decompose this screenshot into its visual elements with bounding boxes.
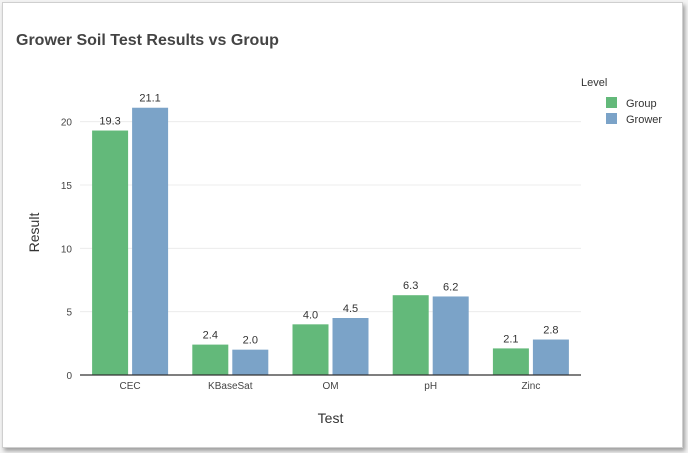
bar-grower: [232, 349, 269, 375]
x-tick-label: OM: [322, 381, 338, 392]
bar-chart: 0 5 10 15 20 19.3 21.1 CEC 2.4 2.0 KBaseSat 4.0 4.5 O…: [26, 77, 662, 426]
data-label: 2.0: [243, 335, 258, 347]
legend-label-grower: Grower: [626, 114, 662, 126]
y-axis-title: Result: [26, 213, 42, 253]
bar-group: [492, 348, 529, 375]
x-tick-label: Zinc: [521, 381, 540, 392]
x-axis-title: Test: [318, 410, 344, 426]
chart-title: Grower Soil Test Results vs Group: [16, 32, 279, 49]
bar-grower: [132, 107, 169, 375]
y-tick-label: 20: [61, 118, 73, 129]
y-tick-label: 0: [66, 371, 72, 382]
bar-group: [392, 295, 429, 375]
y-tick-label: 5: [66, 308, 72, 319]
chart-frame: Grower Soil Test Results vs Group 0 5 10 15…: [2, 2, 683, 448]
bar-grower: [532, 339, 569, 375]
legend-swatch-group: [606, 97, 617, 108]
data-label: 6.2: [443, 281, 458, 293]
bar-group: [192, 344, 229, 375]
y-tick-label: 15: [61, 181, 73, 192]
x-tick-label: pH: [424, 381, 437, 392]
x-tick-label: KBaseSat: [208, 381, 253, 392]
bar-group: [292, 324, 329, 375]
bar-grower: [332, 318, 369, 375]
data-label: 2.8: [543, 325, 558, 337]
bar-group: [92, 130, 129, 375]
legend-label-group: Group: [626, 98, 657, 110]
legend-title: Level: [581, 77, 607, 89]
x-tick-label: CEC: [120, 381, 141, 392]
data-label: 21.1: [139, 93, 160, 105]
data-label: 19.3: [99, 116, 120, 128]
data-label: 4.5: [343, 303, 358, 315]
bar-grower: [432, 296, 469, 375]
data-label: 2.1: [503, 333, 518, 345]
data-label: 4.0: [303, 309, 318, 321]
data-label: 6.3: [403, 280, 418, 292]
y-tick-label: 10: [61, 244, 73, 255]
legend-swatch-grower: [606, 113, 617, 124]
data-label: 2.4: [203, 330, 218, 342]
